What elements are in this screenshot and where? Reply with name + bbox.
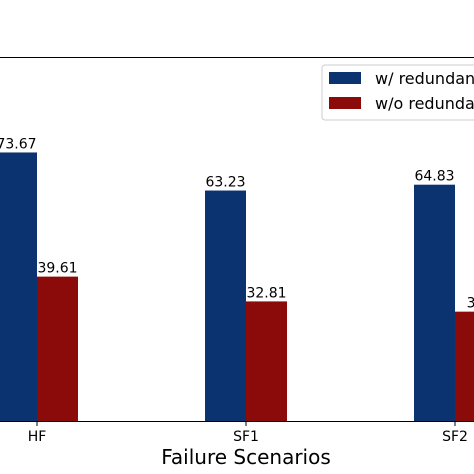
data-label-sf1-series-0: 63.23 xyxy=(205,175,245,191)
x-tick-label-sf2: SF2 xyxy=(442,429,468,445)
legend-swatch-without-redundancy xyxy=(329,97,361,109)
x-tick-label-sf1: SF1 xyxy=(233,429,259,445)
legend-label-without-redundancy: w/o redundan xyxy=(375,94,474,113)
legend-swatch-with-redundancy xyxy=(329,72,361,84)
data-label-sf1-series-1: 32.81 xyxy=(246,285,286,301)
bar-sf2-series-1 xyxy=(455,311,474,421)
data-label-hf-series-0: 73.67 xyxy=(0,136,37,152)
x-axis-label: Failure Scenarios xyxy=(161,445,331,469)
plot-area: 73.67 39.61 63.23 32.81 64.83 30 xyxy=(0,136,474,422)
data-label-sf2-series-1: 30 xyxy=(467,296,474,312)
x-tick-label-hf: HF xyxy=(28,429,47,445)
legend: w/ redundan w/o redundan xyxy=(321,64,474,121)
legend-label-with-redundancy: w/ redundan xyxy=(375,69,474,88)
bar-hf-series-0 xyxy=(0,152,37,422)
bar-sf1-series-0 xyxy=(205,190,246,421)
data-label-sf2-series-0: 64.83 xyxy=(414,169,454,185)
x-axis-ticks: HF SF1 SF2 xyxy=(28,421,468,445)
bar-sf1-series-1 xyxy=(246,301,287,421)
data-label-hf-series-1: 39.61 xyxy=(37,261,77,277)
bar-hf-series-1 xyxy=(37,276,78,421)
bar-sf2-series-0 xyxy=(414,184,455,421)
